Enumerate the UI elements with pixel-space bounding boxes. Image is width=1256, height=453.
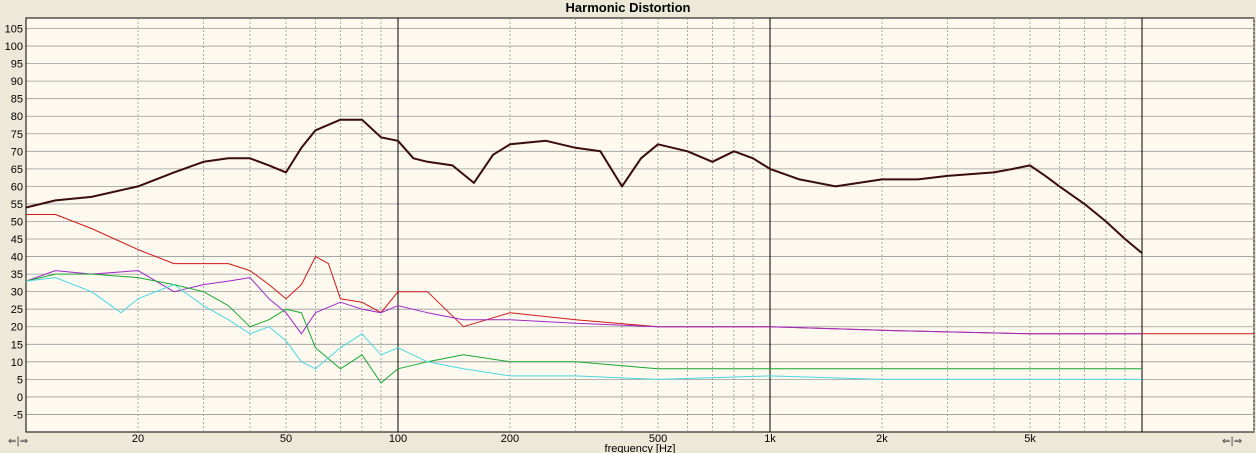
series-line-4: [26, 277, 1142, 380]
y-tick-label-18: 15: [11, 339, 23, 351]
y-tick-label-11: 50: [11, 216, 23, 228]
y-tick-label-16: 25: [11, 304, 23, 316]
y-tick-label-19: 10: [11, 357, 23, 369]
y-tick-label-9: 60: [11, 181, 23, 193]
y-tick-label-0: 105: [5, 24, 23, 36]
y-tick-label-15: 30: [11, 287, 23, 299]
x-tick-label-5: 1k: [764, 433, 776, 445]
x-tick-label-2: 100: [389, 433, 407, 445]
x-tick-labels: 20 50 100 200 500 1k 2k 5k: [132, 433, 1036, 445]
y-tick-label-8: 65: [11, 164, 23, 176]
x-tick-label-1: 50: [280, 433, 292, 445]
y-tick-label-6: 75: [11, 129, 23, 141]
y-tick-label-21: 0: [17, 392, 23, 404]
x-tick-label-3: 200: [501, 433, 519, 445]
x-tick-label-6: 2k: [876, 433, 888, 445]
y-tick-labels: 1051009590858075706560555045403530252015…: [5, 24, 23, 422]
y-tick-label-13: 40: [11, 252, 23, 264]
x-tick-label-4: 500: [649, 433, 667, 445]
y-tick-label-2: 95: [11, 59, 23, 71]
x-axis-label: frequency [Hz]: [605, 443, 676, 453]
y-tick-label-7: 70: [11, 146, 23, 158]
series-line-2: [26, 270, 1142, 335]
x-tick-label-7: 5k: [1024, 433, 1036, 445]
y-tick-label-5: 80: [11, 111, 23, 123]
plot-area: [25, 17, 1255, 433]
nav-right-icon[interactable]: ⇐|⇒: [1222, 436, 1242, 447]
y-tick-label-3: 90: [11, 76, 23, 88]
y-tick-label-10: 55: [11, 199, 23, 211]
series-layer: [26, 118, 1254, 384]
series-line-0: [26, 118, 1143, 254]
nav-left-icon[interactable]: ⇐|⇒: [8, 436, 28, 447]
y-tick-label-1: 100: [5, 41, 23, 53]
grid-layer: [25, 18, 1255, 432]
y-tick-label-22: -5: [13, 409, 23, 421]
y-tick-label-17: 20: [11, 322, 23, 334]
y-tick-label-20: 5: [17, 374, 23, 386]
chart-title: Harmonic Distortion: [565, 0, 691, 15]
y-tick-label-12: 45: [11, 234, 23, 246]
y-tick-label-4: 85: [11, 94, 23, 106]
x-tick-label-0: 20: [132, 433, 144, 445]
y-tick-label-14: 35: [11, 269, 23, 281]
